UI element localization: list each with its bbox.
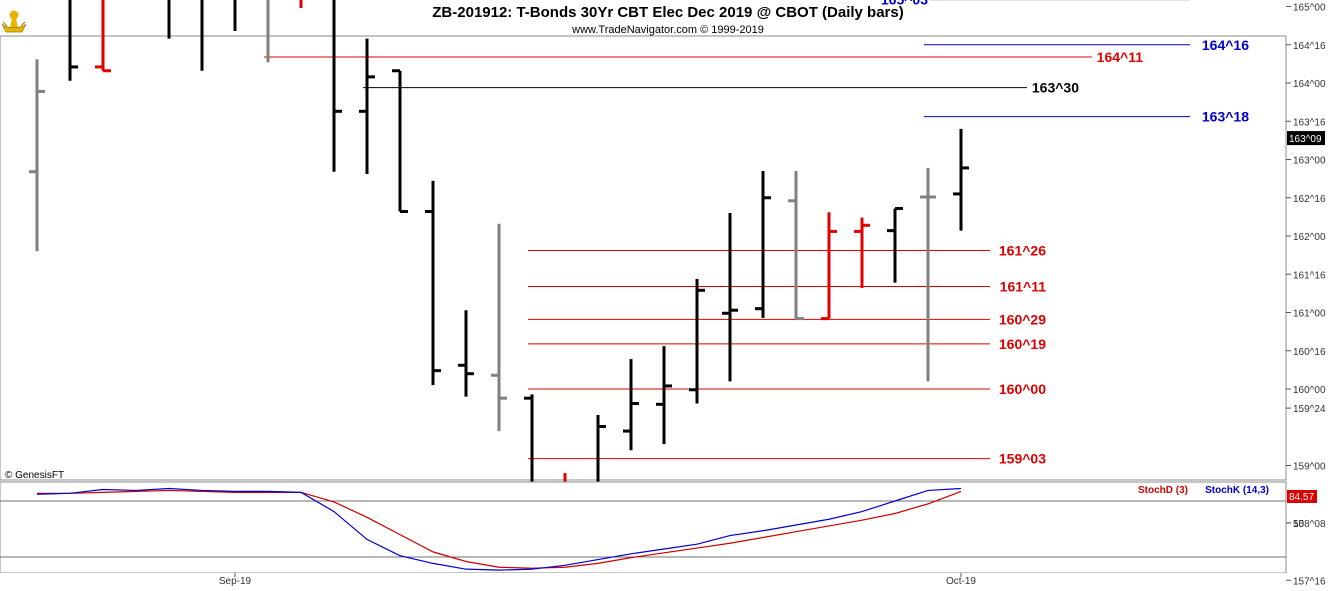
price-tick-label: 157^16 bbox=[1293, 576, 1326, 587]
ohlc-bar bbox=[623, 359, 639, 451]
stochastic-panel[interactable] bbox=[0, 481, 1287, 574]
level-label: 160^29 bbox=[999, 311, 1046, 327]
ohlc-bar bbox=[266, 0, 270, 63]
last-price-label: 163^09 bbox=[1289, 134, 1322, 145]
time-tick-label: Oct-19 bbox=[946, 576, 976, 587]
ohlc-bar bbox=[359, 38, 375, 175]
stoch-series-line bbox=[37, 489, 962, 569]
ohlc-bar bbox=[458, 310, 474, 397]
price-tick-label: 162^00 bbox=[1293, 232, 1326, 243]
level-label: 164^11 bbox=[1097, 49, 1144, 65]
price-tick-label: 158^08 bbox=[1293, 519, 1326, 530]
level-label: 165^03 bbox=[881, 0, 928, 8]
stoch-value-box bbox=[1287, 490, 1317, 503]
ohlc-bar bbox=[233, 0, 237, 31]
price-tick-label: 165^00 bbox=[1293, 3, 1326, 14]
level-label: 160^00 bbox=[999, 381, 1046, 397]
ohlc-bar bbox=[68, 0, 78, 81]
ohlc-bar bbox=[200, 0, 204, 71]
ohlc-bar bbox=[95, 0, 111, 73]
chart-title: ZB-201912: T-Bonds 30Yr CBT Elec Dec 201… bbox=[432, 4, 903, 21]
level-label: 164^16 bbox=[1202, 37, 1249, 53]
legend-stochd: StochD (3) bbox=[1138, 485, 1188, 496]
ohlc-bar bbox=[887, 206, 903, 283]
ohlc-bar bbox=[491, 223, 507, 432]
level-label: 159^03 bbox=[999, 451, 1046, 467]
ohlc-bar bbox=[854, 217, 870, 289]
price-tick-label: 161^16 bbox=[1293, 270, 1326, 281]
price-tick-label: 160^00 bbox=[1293, 385, 1326, 396]
ohlc-bar bbox=[722, 213, 738, 382]
stochastic-lines bbox=[36, 487, 962, 571]
price-tick-label: 161^00 bbox=[1293, 309, 1326, 320]
time-axis-labels: Sep-19 Oct-19 bbox=[219, 573, 976, 587]
stochastic-axis: 50 84.57 bbox=[1286, 490, 1317, 530]
price-tick-label: 159^00 bbox=[1293, 462, 1326, 473]
ohlc-bar bbox=[425, 180, 441, 386]
ohlc-bar bbox=[920, 167, 936, 382]
ohlc-bar bbox=[656, 346, 672, 445]
level-label: 163^30 bbox=[1032, 80, 1079, 96]
ohlc-bar bbox=[821, 212, 837, 321]
price-tick-label: 162^16 bbox=[1293, 194, 1326, 205]
price-tick-label: 164^00 bbox=[1293, 79, 1326, 90]
ohlc-bar bbox=[29, 59, 45, 252]
price-tick-label: 163^16 bbox=[1293, 117, 1326, 128]
level-label: 160^19 bbox=[999, 336, 1046, 352]
level-label: 161^11 bbox=[1000, 278, 1047, 294]
price-panel[interactable] bbox=[0, 35, 1287, 481]
ohlc-bar bbox=[392, 69, 408, 214]
price-tick-label: 164^16 bbox=[1293, 41, 1326, 52]
ohlc-bar bbox=[755, 170, 771, 318]
level-label: 163^18 bbox=[1202, 109, 1249, 125]
stoch-value-label: 84.57 bbox=[1289, 492, 1314, 503]
price-tick-label: 160^16 bbox=[1293, 347, 1326, 358]
level-label: 161^26 bbox=[999, 243, 1046, 259]
ohlc-bar bbox=[689, 278, 705, 404]
stoch-series-line bbox=[36, 487, 962, 571]
ohlc-bar bbox=[167, 0, 171, 39]
time-axis bbox=[0, 573, 1286, 591]
ohlc-bar bbox=[788, 170, 804, 321]
ohlc-bar bbox=[299, 0, 303, 9]
time-tick-label: Sep-19 bbox=[219, 576, 252, 587]
price-axis: 165^16165^00164^16164^00163^16163^00162^… bbox=[1286, 3, 1326, 587]
stoch-tick-label: 50 bbox=[1293, 519, 1305, 530]
price-tick-label: 163^00 bbox=[1293, 156, 1326, 167]
legend-stochk: StochK (14,3) bbox=[1205, 485, 1269, 496]
price-tick-label: 159^24 bbox=[1293, 404, 1326, 415]
ohlc-bar bbox=[953, 128, 969, 231]
last-price-box bbox=[1287, 131, 1325, 146]
tradenavigator-logo-icon[interactable] bbox=[1, 10, 27, 33]
watermark-text: © GenesisFT bbox=[5, 470, 64, 481]
chart-subtitle: www.TradeNavigator.com © 1999-2019 bbox=[571, 24, 764, 36]
ohlc-bar bbox=[332, 0, 342, 172]
